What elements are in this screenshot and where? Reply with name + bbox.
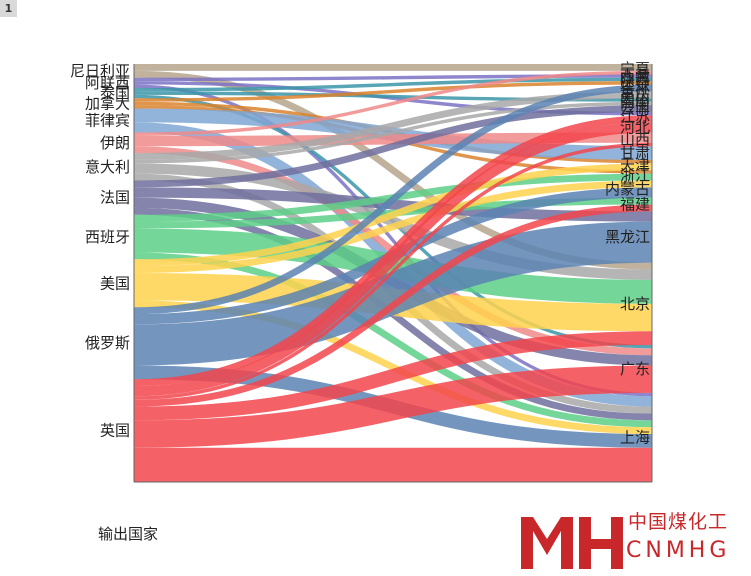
right-node-label: 内蒙古 — [605, 180, 650, 198]
flow-link — [133, 105, 653, 188]
logo-text-en: CNMHG — [626, 538, 731, 563]
right-node-label: 黑龙江 — [605, 228, 650, 246]
flow-link — [133, 180, 653, 274]
sankey-links — [133, 63, 653, 483]
logo-mark — [521, 517, 623, 569]
flow-link — [133, 221, 653, 366]
right-node-label: 福建 — [620, 195, 650, 213]
right-node-label: 甘肃 — [620, 144, 650, 162]
left-node-label: 菲律宾 — [85, 112, 130, 130]
left-node-label: 美国 — [100, 274, 130, 292]
left-node-label: 俄罗斯 — [85, 334, 130, 352]
left-node-label: 尼日利亚 — [70, 62, 130, 80]
flow-link — [133, 77, 653, 92]
flow-link — [133, 70, 653, 136]
right-node-label: 河北 — [620, 118, 650, 136]
right-node-label: 辽宁 — [620, 74, 650, 92]
figure-number-badge: 1 — [0, 0, 17, 17]
flow-link — [133, 115, 653, 387]
flow-link — [133, 84, 653, 315]
left-node-label: 伊朗 — [100, 134, 130, 152]
left-node-label: 法国 — [100, 189, 130, 207]
flow-link — [133, 142, 653, 400]
right-node-label: 海南 — [620, 94, 650, 112]
right-node-label: 陕西 — [620, 70, 650, 88]
right-node-labels: 宁夏西藏陕西辽宁吉林重庆四川海南云南江苏河北山西甘肃天津浙江内蒙古福建黑龙江北京… — [605, 60, 650, 446]
right-node-label: 上海 — [620, 428, 650, 446]
right-node-label: 广东 — [620, 360, 650, 378]
right-node-label: 宁夏 — [620, 60, 650, 78]
flow-link — [133, 101, 653, 164]
flow-link — [133, 204, 653, 407]
left-node-label: 英国 — [100, 422, 130, 440]
right-node-label: 山西 — [620, 130, 650, 148]
right-node-label: 浙江 — [620, 166, 650, 184]
left-node-label: 加拿大 — [85, 94, 130, 112]
left-node-label: 泰国 — [100, 84, 130, 102]
flow-link — [133, 365, 653, 448]
right-node-label: 四川 — [620, 91, 650, 109]
right-node-label: 天津 — [620, 156, 650, 174]
right-node-label: 重庆 — [620, 86, 650, 104]
flow-link — [133, 163, 653, 267]
flow-link — [133, 122, 653, 397]
cnmhg-logo — [519, 503, 749, 571]
logo-text-cn: 中国煤化工 — [628, 511, 729, 533]
right-node-label: 北京 — [620, 295, 650, 313]
right-node-label: 吉林 — [620, 79, 650, 97]
left-node-label: 阿联酋 — [85, 74, 130, 92]
right-node-label: 西藏 — [620, 67, 650, 85]
x-axis-label: 输出国家 — [98, 525, 159, 543]
right-node-label: 云南 — [620, 100, 650, 118]
left-node-label: 意大利 — [85, 158, 130, 176]
left-node-label: 西班牙 — [85, 228, 130, 246]
flow-link — [133, 81, 653, 102]
flow-link — [133, 163, 653, 280]
flow-link — [133, 331, 653, 421]
right-node-label: 江苏 — [620, 108, 650, 126]
